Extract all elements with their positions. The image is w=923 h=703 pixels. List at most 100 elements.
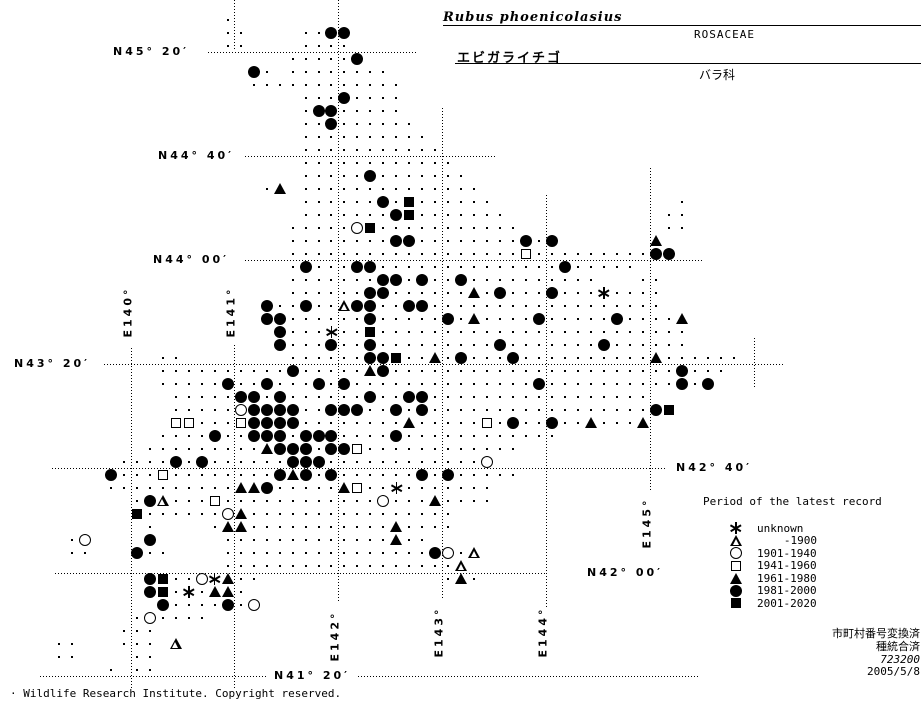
grid-dot <box>343 434 346 437</box>
grid-dot <box>304 564 307 567</box>
grid-dot <box>434 460 437 463</box>
grid-dot <box>291 356 294 359</box>
grid-dot <box>369 70 372 73</box>
grid-dot <box>447 356 450 359</box>
grid-dot <box>434 343 437 346</box>
grid-dot <box>615 252 618 255</box>
grid-dot <box>148 655 151 658</box>
grid-dot <box>200 369 203 372</box>
record-symbol-open-circle <box>143 611 156 624</box>
record-symbol-filled-circle <box>312 429 325 442</box>
grid-dot <box>447 408 450 411</box>
grid-dot <box>317 291 320 294</box>
grid-dot <box>551 434 554 437</box>
grid-dot <box>161 616 164 619</box>
record-symbol-filled-square <box>404 196 415 207</box>
record-symbol-legend-open-circle <box>730 547 742 559</box>
grid-dot <box>343 356 346 359</box>
record-symbol-filled-circle <box>273 442 286 455</box>
record-symbol-filled-triangle <box>247 482 260 493</box>
grid-dot <box>447 291 450 294</box>
grid-dot <box>122 629 125 632</box>
grid-dot <box>408 369 411 372</box>
grid-line-latitude <box>245 156 497 157</box>
grid-dot <box>317 44 320 47</box>
grid-dot <box>304 31 307 34</box>
record-symbol-filled-triangle <box>390 534 403 545</box>
grid-dot <box>343 239 346 242</box>
grid-dot <box>356 421 359 424</box>
grid-dot <box>369 486 372 489</box>
grid-dot <box>395 447 398 450</box>
grid-dot <box>667 317 670 320</box>
grid-dot <box>187 408 190 411</box>
grid-dot <box>486 252 489 255</box>
record-symbol-filled-circle <box>351 299 364 312</box>
grid-dot <box>408 473 411 476</box>
grid-dot <box>460 551 463 554</box>
record-symbol-filled-circle <box>377 273 390 286</box>
grid-dot <box>252 369 255 372</box>
record-symbol-open-circle <box>78 533 91 546</box>
grid-dot <box>330 174 333 177</box>
grid-dot <box>473 369 476 372</box>
grid-dot <box>434 395 437 398</box>
grid-dot <box>512 447 515 450</box>
record-symbol-open-triangle <box>468 547 481 558</box>
grid-dot <box>161 356 164 359</box>
grid-dot <box>382 174 385 177</box>
grid-dot <box>317 278 320 281</box>
grid-dot <box>343 265 346 268</box>
grid-dot <box>330 382 333 385</box>
record-symbol-filled-circle <box>507 416 520 429</box>
record-symbol-filled-circle <box>442 312 455 325</box>
grid-dot <box>512 330 515 333</box>
grid-dot <box>693 369 696 372</box>
grid-dot <box>252 577 255 580</box>
grid-dot <box>200 421 203 424</box>
record-symbol-filled-triangle <box>468 287 481 298</box>
grid-dot <box>239 460 242 463</box>
grid-dot <box>473 265 476 268</box>
grid-dot <box>265 473 268 476</box>
record-symbol-filled-circle <box>312 455 325 468</box>
grid-dot <box>538 369 541 372</box>
grid-dot <box>291 434 294 437</box>
grid-dot <box>628 369 631 372</box>
record-symbol-filled-circle <box>390 429 403 442</box>
grid-dot <box>304 382 307 385</box>
grid-dot <box>512 473 515 476</box>
grid-dot <box>421 538 424 541</box>
grid-dot <box>161 512 164 515</box>
record-symbol-filled-circle <box>234 390 247 403</box>
grid-dot <box>382 122 385 125</box>
grid-dot <box>330 252 333 255</box>
grid-dot <box>382 213 385 216</box>
grid-dot <box>135 629 138 632</box>
grid-dot <box>304 395 307 398</box>
record-symbol-filled-circle <box>286 416 299 429</box>
grid-dot <box>356 330 359 333</box>
grid-dot <box>304 200 307 203</box>
grid-dot <box>408 135 411 138</box>
grid-dot <box>304 57 307 60</box>
grid-dot <box>628 291 631 294</box>
grid-dot <box>291 382 294 385</box>
grid-dot <box>421 265 424 268</box>
grid-dot <box>641 356 644 359</box>
grid-dot <box>577 317 579 320</box>
record-symbol-filled-circle <box>338 26 351 39</box>
record-symbol-filled-circle <box>390 403 403 416</box>
grid-dot <box>382 538 385 541</box>
grid-dot <box>343 44 346 47</box>
grid-dot <box>447 239 450 242</box>
grid-dot <box>447 525 450 528</box>
grid-dot <box>615 356 618 359</box>
record-symbol-filled-circle <box>701 377 714 390</box>
grid-dot <box>304 343 307 346</box>
grid-line-latitude <box>358 676 698 677</box>
record-symbol-open-square <box>352 482 363 493</box>
latitude-label: N45° 20′ <box>113 44 190 58</box>
record-symbol-filled-circle <box>299 429 312 442</box>
grid-dot <box>473 187 476 190</box>
